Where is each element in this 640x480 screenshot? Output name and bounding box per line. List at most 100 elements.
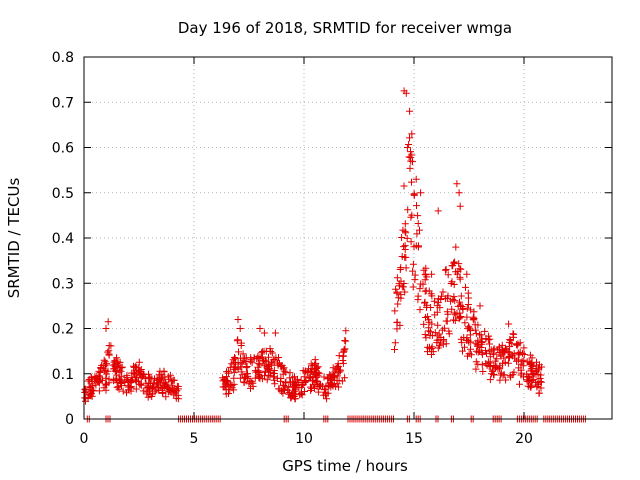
data-point — [391, 346, 398, 353]
data-point — [315, 388, 323, 396]
data-point — [263, 364, 271, 372]
data-point — [502, 376, 510, 384]
data-point — [428, 270, 436, 278]
x-tick-label: 5 — [190, 431, 199, 447]
data-point — [463, 304, 471, 312]
data-point — [261, 372, 268, 380]
data-point — [459, 347, 466, 355]
data-point — [258, 353, 266, 361]
data-point — [434, 321, 442, 329]
data-point — [102, 386, 110, 394]
data-point — [401, 288, 409, 296]
data-point — [110, 377, 118, 385]
data-point — [535, 380, 543, 388]
data-point — [95, 377, 103, 385]
data-point — [404, 206, 412, 214]
data-point — [268, 349, 276, 357]
data-point — [115, 385, 123, 393]
data-point — [150, 379, 158, 387]
data-point — [450, 293, 458, 301]
data-point — [505, 320, 513, 328]
data-point — [313, 364, 321, 372]
data-point — [230, 380, 238, 388]
data-point — [529, 362, 537, 370]
data-point — [235, 348, 242, 356]
data-point — [329, 364, 337, 372]
data-point — [484, 358, 492, 366]
data-point — [436, 342, 443, 350]
y-tick-label: 0.3 — [52, 276, 74, 292]
data-point — [336, 368, 344, 376]
data-point — [406, 134, 413, 142]
data-point — [152, 386, 160, 394]
data-point — [398, 234, 406, 241]
data-point — [102, 374, 110, 382]
data-point — [326, 379, 334, 387]
data-point — [104, 318, 112, 326]
x-tick-label: 15 — [405, 431, 423, 447]
data-point — [394, 300, 402, 308]
data-point — [85, 383, 93, 391]
data-point — [451, 311, 459, 319]
data-point — [130, 362, 137, 370]
data-point — [466, 325, 474, 333]
data-point — [469, 315, 477, 323]
data-point — [132, 366, 140, 374]
data-point — [270, 370, 278, 377]
data-point — [242, 364, 250, 372]
data-point — [442, 317, 450, 325]
data-point — [450, 259, 457, 267]
data-point — [514, 356, 522, 364]
data-point — [535, 364, 543, 372]
grid-lines — [84, 57, 612, 419]
data-point — [445, 330, 453, 338]
data-point — [403, 144, 411, 151]
data-point — [444, 271, 452, 279]
data-point — [256, 325, 264, 332]
data-point — [170, 386, 178, 394]
data-point — [334, 360, 342, 368]
data-point — [307, 383, 314, 391]
data-point — [137, 368, 145, 375]
data-point — [517, 369, 525, 377]
data-point — [413, 230, 421, 238]
data-point — [335, 366, 343, 374]
data-point — [535, 389, 543, 397]
data-point — [419, 280, 427, 288]
y-tick-label: 0 — [65, 412, 74, 428]
data-point — [433, 302, 441, 310]
data-point — [485, 332, 493, 340]
data-point — [174, 383, 182, 390]
data-point — [341, 337, 349, 344]
data-point — [107, 342, 115, 350]
data-point — [324, 389, 332, 397]
data-point — [97, 365, 105, 373]
data-point — [476, 302, 484, 310]
data-point — [427, 304, 435, 311]
data-point — [397, 291, 405, 299]
data-point — [486, 340, 493, 348]
data-point — [425, 324, 433, 332]
data-point — [312, 359, 320, 367]
data-point — [254, 368, 262, 376]
data-point — [422, 334, 430, 342]
data-point — [234, 336, 242, 344]
data-point — [489, 367, 497, 375]
data-point — [324, 375, 332, 383]
data-point — [225, 369, 233, 377]
data-point — [516, 339, 524, 347]
data-point — [430, 297, 438, 305]
data-point — [306, 373, 314, 381]
data-point — [401, 253, 409, 261]
x-tick-label: 10 — [295, 431, 313, 447]
data-point — [116, 376, 124, 384]
data-point — [408, 178, 415, 186]
data-point — [334, 383, 342, 391]
data-point — [290, 381, 298, 389]
y-tick-label: 0.6 — [52, 141, 74, 157]
data-point — [239, 350, 247, 358]
data-point — [474, 337, 482, 345]
data-point — [146, 391, 154, 399]
data-point — [273, 374, 281, 382]
data-point — [391, 307, 399, 315]
